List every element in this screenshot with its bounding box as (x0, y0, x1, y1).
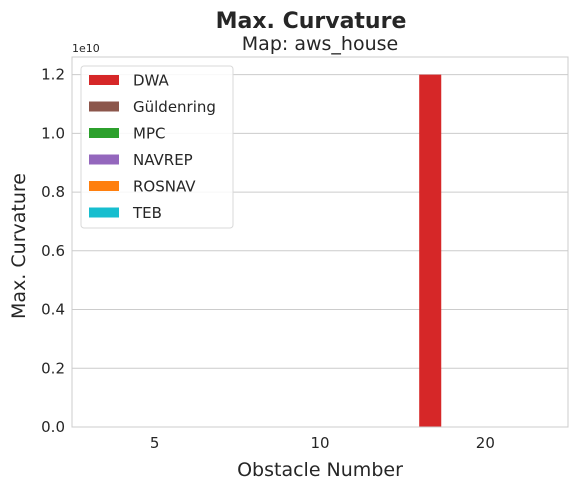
legend-label: MPC (133, 125, 165, 143)
legend-swatch (89, 181, 119, 191)
legend-swatch (89, 154, 119, 165)
bar (419, 74, 442, 427)
legend-swatch (89, 101, 119, 112)
x-tick-label: 5 (150, 434, 160, 452)
chart-subtitle: Map: aws_house (242, 33, 398, 55)
y-axis-exponent: 1e10 (72, 42, 100, 55)
x-tick-label: 20 (476, 434, 495, 452)
y-tick-label: 1.2 (41, 66, 65, 84)
bars (419, 74, 442, 427)
y-axis-label: Max. Curvature (8, 173, 30, 319)
chart-title: Max. Curvature (216, 9, 407, 34)
legend: DWA Güldenring MPC NAVREP ROSNAV TEB (80, 65, 234, 229)
y-tick-label: 0.0 (41, 418, 65, 436)
legend-label: ROSNAV (133, 178, 196, 196)
x-axis-label: Obstacle Number (237, 459, 403, 481)
y-tick-label: 0.4 (41, 301, 65, 319)
legend-label: NAVREP (133, 151, 193, 169)
y-tick-label: 0.6 (41, 242, 65, 260)
y-tick-labels: 0.0 0.2 0.4 0.6 0.8 1.0 1.2 (41, 66, 65, 436)
plot-frame (71, 56, 569, 428)
x-tick-labels: 5 10 20 (150, 434, 495, 452)
legend-swatch (89, 207, 119, 218)
legend-swatch (89, 75, 119, 85)
y-tick-label: 0.8 (41, 183, 65, 201)
y-tick-label: 0.2 (41, 359, 65, 377)
legend-swatch (89, 128, 119, 138)
legend-label: DWA (133, 72, 170, 90)
legend-label: Güldenring (133, 98, 216, 116)
y-tick-label: 1.0 (41, 124, 65, 142)
legend-label: TEB (132, 204, 162, 222)
x-tick-label: 10 (310, 434, 329, 452)
